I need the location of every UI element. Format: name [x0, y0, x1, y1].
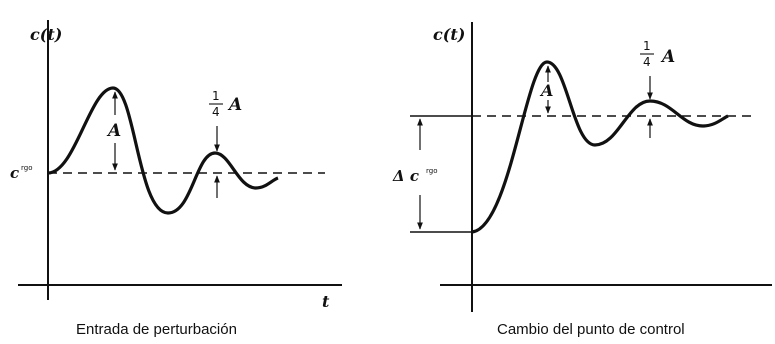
right-response-curve — [471, 60, 729, 234]
left-quarter-label: A — [227, 95, 242, 115]
left-setpoint-sup: rgo — [21, 164, 32, 172]
left-caption: Entrada de perturbación — [76, 321, 237, 338]
right-amplitude-label: A — [539, 81, 553, 100]
right-delta-label: Δ c — [392, 167, 419, 185]
right-quarter-den: 4 — [643, 55, 651, 69]
right-panel: Δ c rgo A 1 4 A c(t) Cambio del punto de… — [392, 22, 772, 338]
left-setpoint-label: c — [10, 164, 19, 182]
left-response-curve — [47, 86, 279, 215]
left-quarter-num: 1 — [212, 89, 220, 103]
right-quarter-num: 1 — [643, 39, 651, 53]
right-quarter-label: A — [660, 47, 675, 67]
left-x-axis-label: t — [322, 292, 330, 311]
left-amplitude-label: A — [106, 121, 121, 141]
left-quarter-den: 4 — [212, 105, 220, 119]
right-delta-sup: rgo — [426, 167, 437, 175]
right-y-axis-label: c(t) — [433, 25, 465, 44]
left-panel: A 1 4 A c(t) t c rgo Entrada de perturba… — [10, 20, 342, 338]
left-y-axis-label: c(t) — [30, 25, 62, 44]
right-caption: Cambio del punto de control — [497, 321, 685, 338]
